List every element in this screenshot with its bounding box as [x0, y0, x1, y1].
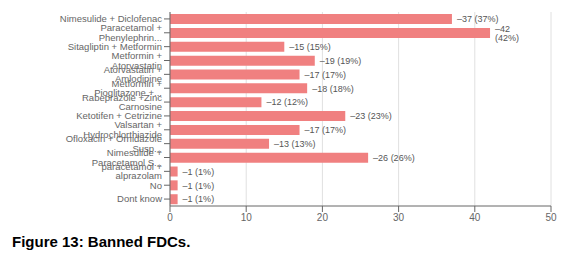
svg-text:paracetamol +alprazolam: paracetamol +alprazolam [102, 161, 163, 182]
svg-text:50: 50 [545, 212, 557, 223]
svg-text:–26 (26%): –26 (26%) [373, 153, 415, 163]
svg-text:40: 40 [469, 212, 481, 223]
svg-text:–23 (23%): –23 (23%) [350, 111, 392, 121]
svg-text:–1 (1%): –1 (1%) [183, 167, 215, 177]
svg-text:–17 (17%): –17 (17%) [305, 70, 347, 80]
svg-text:Dont know: Dont know [117, 193, 162, 204]
svg-text:No: No [150, 180, 162, 191]
svg-text:–15 (15%): –15 (15%) [289, 42, 331, 52]
svg-text:–12 (12%): –12 (12%) [266, 97, 308, 107]
svg-text:30: 30 [393, 212, 405, 223]
svg-text:–42(42%): –42(42%) [495, 24, 519, 43]
svg-text:Paracetamol +Phenylephrin...: Paracetamol +Phenylephrin... [99, 22, 163, 43]
svg-text:–19 (19%): –19 (19%) [320, 56, 362, 66]
svg-text:–18 (18%): –18 (18%) [312, 84, 354, 94]
svg-text:0: 0 [167, 212, 173, 223]
svg-text:–1 (1%): –1 (1%) [183, 181, 215, 191]
svg-text:–37 (37%): –37 (37%) [457, 14, 499, 24]
svg-text:10: 10 [241, 212, 253, 223]
svg-text:–1 (1%): –1 (1%) [183, 194, 215, 204]
svg-text:20: 20 [317, 212, 329, 223]
svg-text:–17 (17%): –17 (17%) [305, 125, 347, 135]
svg-text:–13 (13%): –13 (13%) [274, 139, 316, 149]
svg-text:Rabeprazole +ZincCarnosine: Rabeprazole +ZincCarnosine [82, 92, 162, 113]
